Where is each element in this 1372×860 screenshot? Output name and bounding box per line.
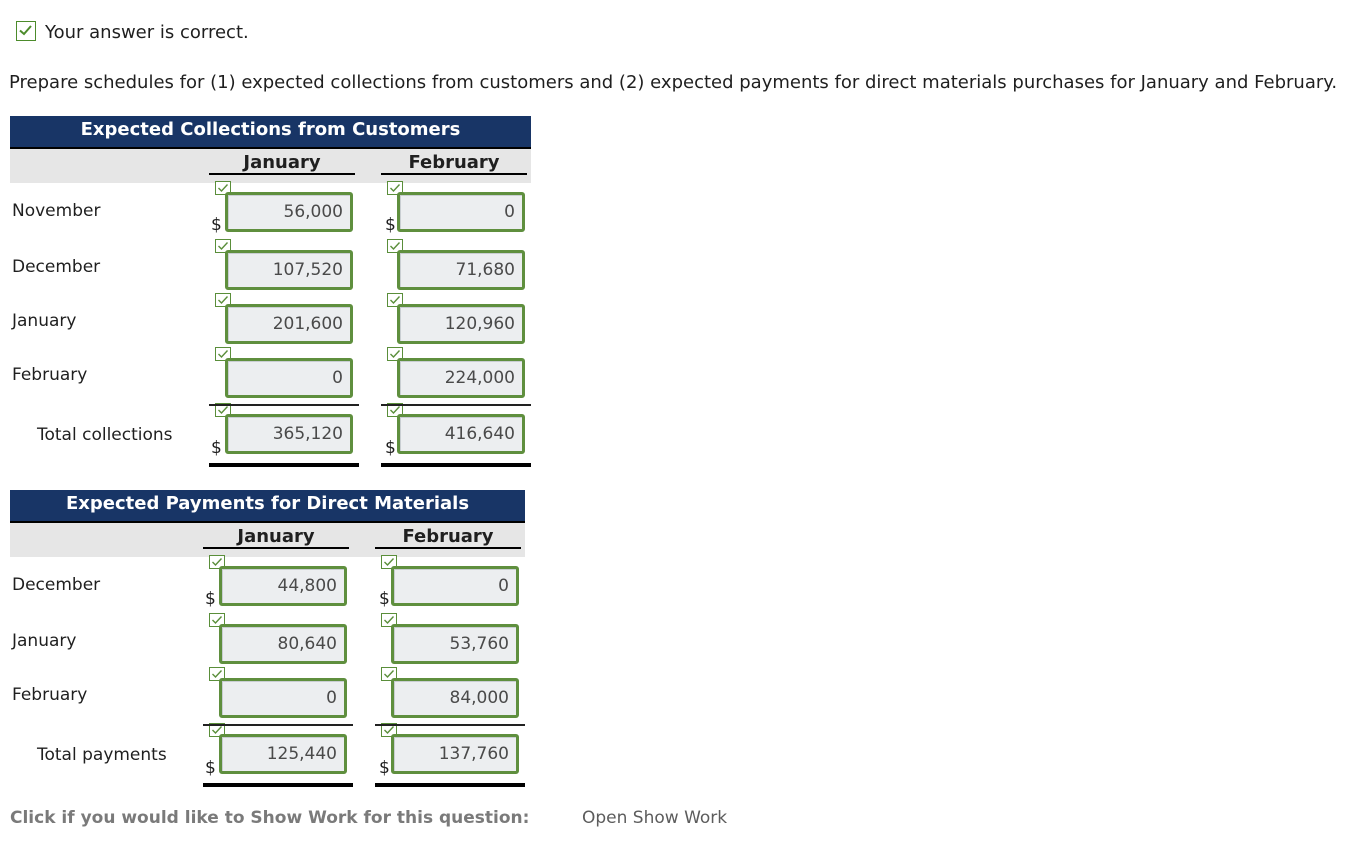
november-january-input[interactable]: 56,000 <box>225 192 353 232</box>
february-january-payment-input[interactable]: 0 <box>219 678 347 718</box>
december-february-payment-input[interactable]: 0 <box>391 566 519 606</box>
show-work-prompt: Click if you would like to Show Work for… <box>10 808 530 828</box>
row-label: January <box>12 311 77 331</box>
collections-title: Expected Collections from Customers <box>10 116 531 149</box>
check-icon <box>209 667 225 681</box>
check-icon <box>215 403 231 417</box>
payments-col-february: February <box>375 526 521 549</box>
november-february-input[interactable]: 0 <box>397 192 525 232</box>
collections-col-february: February <box>381 152 527 175</box>
dollar-sign: $ <box>205 589 216 609</box>
total-collections-february-input[interactable]: 416,640 <box>397 414 525 454</box>
subtotal-rule <box>209 404 359 406</box>
subtotal-rule <box>375 724 525 726</box>
check-icon <box>381 555 397 569</box>
december-january-payment-input[interactable]: 44,800 <box>219 566 347 606</box>
subtotal-rule <box>381 404 531 406</box>
payments-column-band <box>10 523 525 557</box>
collections-column-band <box>10 149 531 183</box>
status-message: Your answer is correct. <box>45 22 249 43</box>
check-icon <box>381 667 397 681</box>
december-january-input[interactable]: 107,520 <box>225 250 353 290</box>
february-january-input[interactable]: 0 <box>225 358 353 398</box>
total-double-rule <box>375 783 525 787</box>
check-icon <box>215 293 231 307</box>
total-double-rule <box>209 463 359 467</box>
dollar-sign: $ <box>211 438 222 458</box>
row-label: November <box>12 201 101 221</box>
total-double-rule <box>203 783 353 787</box>
check-icon <box>209 555 225 569</box>
dollar-sign: $ <box>379 589 390 609</box>
correct-status-icon <box>16 21 36 41</box>
total-label: Total collections <box>37 425 173 445</box>
check-icon <box>381 613 397 627</box>
row-label: December <box>12 257 101 277</box>
january-january-payment-input[interactable]: 80,640 <box>219 624 347 664</box>
check-icon <box>387 239 403 253</box>
total-collections-january-input[interactable]: 365,120 <box>225 414 353 454</box>
check-icon <box>387 347 403 361</box>
dollar-sign: $ <box>205 758 216 778</box>
total-label: Total payments <box>37 745 167 765</box>
check-icon <box>387 403 403 417</box>
check-icon <box>215 239 231 253</box>
payments-title: Expected Payments for Direct Materials <box>10 490 525 523</box>
dollar-sign: $ <box>385 438 396 458</box>
dollar-sign: $ <box>379 758 390 778</box>
january-february-input[interactable]: 120,960 <box>397 304 525 344</box>
january-february-payment-input[interactable]: 53,760 <box>391 624 519 664</box>
december-february-input[interactable]: 71,680 <box>397 250 525 290</box>
check-icon <box>215 181 231 195</box>
row-label: February <box>12 365 88 385</box>
subtotal-rule <box>203 724 353 726</box>
total-double-rule <box>381 463 531 467</box>
check-icon <box>215 347 231 361</box>
check-icon <box>387 293 403 307</box>
row-label: December <box>12 575 101 595</box>
february-february-payment-input[interactable]: 84,000 <box>391 678 519 718</box>
total-payments-january-input[interactable]: 125,440 <box>219 734 347 774</box>
check-icon <box>381 723 397 737</box>
row-label: February <box>12 685 88 705</box>
check-icon <box>209 723 225 737</box>
total-payments-february-input[interactable]: 137,760 <box>391 734 519 774</box>
open-show-work-link[interactable]: Open Show Work <box>582 808 728 828</box>
payments-col-january: January <box>203 526 349 549</box>
check-icon <box>387 181 403 195</box>
collections-col-january: January <box>209 152 355 175</box>
february-february-input[interactable]: 224,000 <box>397 358 525 398</box>
january-january-input[interactable]: 201,600 <box>225 304 353 344</box>
dollar-sign: $ <box>385 215 396 235</box>
instructions-text: Prepare schedules for (1) expected colle… <box>9 72 1338 93</box>
dollar-sign: $ <box>211 215 222 235</box>
check-icon <box>209 613 225 627</box>
row-label: January <box>12 631 77 651</box>
